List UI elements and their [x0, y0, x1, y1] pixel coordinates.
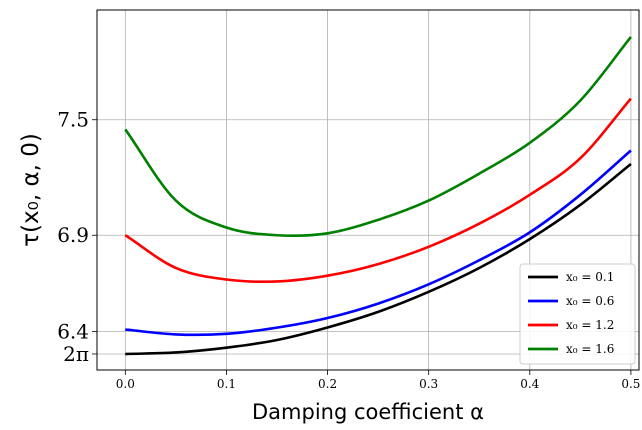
legend-label: x₀ = 1.2: [566, 318, 614, 332]
ticks: 0.0 0.1 0.2 0.3 0.4 0.5 2π6.4 6.9 7.5: [57, 108, 640, 391]
grid: [97, 10, 639, 370]
series-line-3: [124, 36, 632, 238]
legend-label: x₀ = 0.6: [566, 294, 614, 308]
legend: x₀ = 0.1 x₀ = 0.6 x₀ = 1.2 x₀ = 1.6: [519, 263, 636, 365]
series-lines: [124, 36, 632, 356]
y-tick-label: 7.5: [57, 108, 89, 132]
legend-box: [519, 263, 636, 365]
series-line-0: [125, 162, 632, 356]
y-tick-label: 6.9: [57, 223, 89, 247]
x-tick-label: 0.0: [116, 377, 135, 391]
x-axis-label: Damping coefficient α: [252, 400, 484, 424]
legend-label: x₀ = 0.1: [566, 270, 614, 284]
x-tick-label: 0.1: [217, 377, 236, 391]
plot-frame: [96, 9, 640, 371]
y-tick-label: 2π: [63, 342, 89, 366]
x-tick-label: 0.4: [520, 377, 539, 391]
series-line-1: [125, 149, 632, 337]
series-line-2: [124, 97, 632, 284]
y-tick-label: 6.4: [57, 319, 89, 343]
legend-label: x₀ = 1.6: [566, 342, 614, 356]
y-axis-label: τ(x₀, α, 0): [18, 133, 44, 247]
x-tick-label: 0.3: [419, 377, 438, 391]
x-tick-label: 0.5: [621, 377, 640, 391]
x-tick-label: 0.2: [318, 377, 337, 391]
